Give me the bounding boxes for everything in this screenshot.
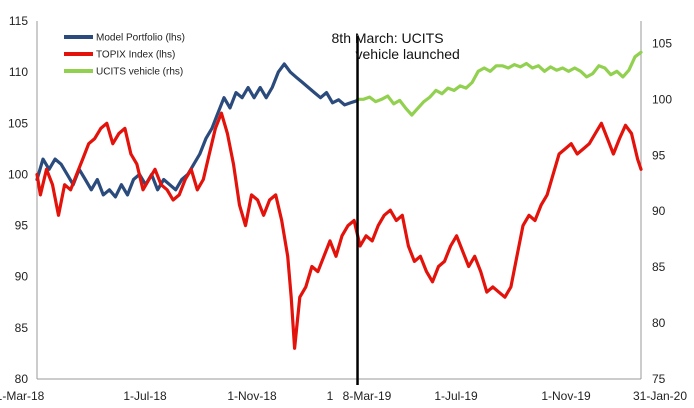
y-right-tick-label: 90 (652, 204, 666, 218)
y-left-tick-label: 80 (15, 372, 29, 386)
series-layer (35, 50, 643, 350)
x-tick-label: 1-Mar-18 (0, 389, 45, 403)
y-right-tick-label: 75 (652, 372, 666, 386)
y-right-tick-label: 100 (652, 92, 672, 106)
y-axis-left: 80 85 90 95 100 105 110 115 (8, 14, 38, 386)
y-axis-right: 75 80 85 90 95 100 105 (640, 21, 672, 386)
legend-label-1: TOPIX Index (lhs) (96, 50, 175, 61)
legend-label-2: UCITS vehicle (rhs) (96, 67, 183, 78)
annotation-line-1: 8th March: UCITS (332, 30, 444, 46)
x-axis: 1-Mar-18 1-Jul-18 1-Nov-18 1 8-Mar-19 1-Jul-1… (0, 378, 687, 403)
y-left-tick-label: 100 (8, 167, 28, 181)
legend-label-0: Model Portfolio (lhs) (96, 33, 185, 44)
y-left-tick-label: 115 (9, 14, 28, 28)
y-right-tick-label: 80 (652, 316, 666, 330)
series-line-2 (355, 50, 643, 117)
x-tick-label: 1-Jul-19 (434, 389, 478, 403)
y-right-tick-label: 95 (652, 148, 666, 162)
y-right-tick-label: 105 (652, 36, 672, 50)
x-tick-label: 1-Jul-18 (123, 389, 167, 403)
x-tick-label: 1-Nov-19 (541, 389, 591, 403)
x-tick-label: 1-Nov-18 (227, 389, 277, 403)
legend: Model Portfolio (lhs) TOPIX Index (lhs) UC… (64, 33, 185, 78)
y-left-tick-label: 110 (9, 65, 28, 79)
x-tick-label: 8-Mar-19 (343, 389, 392, 403)
y-left-tick-label: 90 (15, 270, 29, 284)
y-right-tick-label: 85 (652, 260, 666, 274)
x-tick-label: 1 (327, 389, 334, 403)
annotation-line-2: vehicle launched (356, 46, 460, 62)
y-left-tick-label: 95 (15, 219, 29, 233)
y-left-tick-label: 105 (8, 116, 28, 130)
series-line-1 (35, 111, 643, 350)
series-line-0 (35, 62, 359, 199)
y-left-tick-label: 85 (15, 321, 29, 335)
x-tick-label: 31-Jan-20 (633, 389, 687, 403)
